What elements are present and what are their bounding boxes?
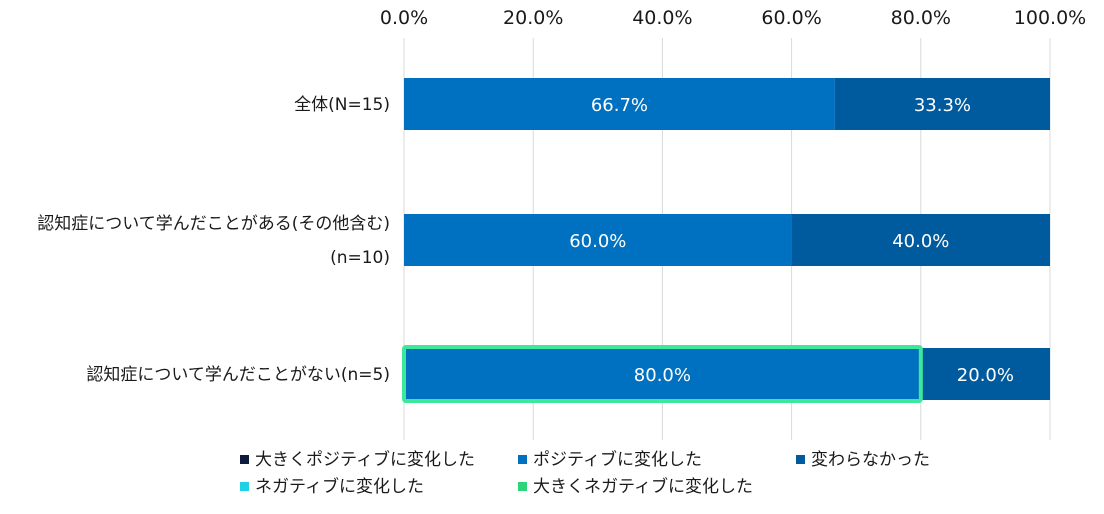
x-tick-label: 100.0% bbox=[1014, 7, 1086, 29]
legend-label: 大きくポジティブに変化した bbox=[255, 449, 475, 470]
x-tick-label: 80.0% bbox=[891, 7, 951, 29]
legend-swatch bbox=[240, 482, 249, 491]
legend-swatch bbox=[518, 482, 527, 491]
category-label: 認知症について学んだことがない(n=5) bbox=[86, 365, 390, 385]
x-tick-label: 0.0% bbox=[380, 7, 428, 29]
x-tick-label: 20.0% bbox=[503, 7, 563, 29]
bar-segment bbox=[404, 348, 921, 400]
bar-segment bbox=[920, 348, 1050, 400]
category-label: 全体(N=15) bbox=[294, 95, 390, 115]
bar-value-label: 60.0% bbox=[569, 231, 626, 252]
legend-swatch bbox=[518, 455, 527, 464]
legend-label: ネガティブに変化した bbox=[255, 476, 424, 497]
legend-swatch bbox=[796, 455, 805, 464]
x-tick-label: 40.0% bbox=[632, 7, 692, 29]
bar-segment bbox=[404, 214, 792, 266]
legend-swatch bbox=[240, 455, 249, 464]
highlight-outline bbox=[402, 345, 923, 403]
bar-segment bbox=[404, 78, 835, 130]
bar-segment bbox=[834, 78, 1050, 130]
category-label: (n=10) bbox=[330, 248, 390, 268]
bar-value-label: 20.0% bbox=[957, 365, 1014, 386]
x-tick-label: 60.0% bbox=[761, 7, 821, 29]
bar-value-label: 40.0% bbox=[892, 231, 949, 252]
legend-label: 変わらなかった bbox=[811, 450, 930, 470]
bar-value-label: 66.7% bbox=[591, 95, 648, 116]
bar-value-label: 80.0% bbox=[634, 365, 691, 386]
category-label: 認知症について学んだことがある(その他含む) bbox=[37, 214, 390, 234]
legend-label: ポジティブに変化した bbox=[533, 449, 702, 470]
bar-segment bbox=[791, 214, 1050, 266]
legend-label: 大きくネガティブに変化した bbox=[533, 476, 753, 497]
bar-value-label: 33.3% bbox=[914, 95, 971, 116]
